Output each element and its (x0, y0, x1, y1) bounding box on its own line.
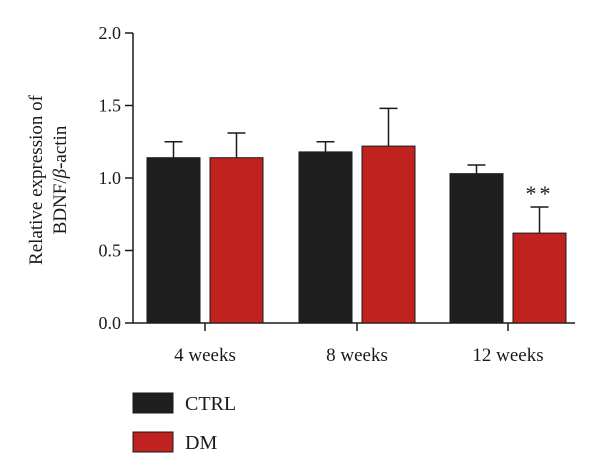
bar-dm-2 (361, 145, 416, 324)
legend-label-ctrl: CTRL (185, 393, 236, 415)
y-axis-label: Relative expression of BDNF/β-actin (26, 94, 71, 265)
x-tick-label: 4 weeks (174, 345, 236, 366)
y-tick-label: 0.0 (99, 313, 122, 333)
y-tick-label: 2.0 (99, 23, 122, 43)
legend-swatch-dm (132, 431, 174, 453)
legend: CTRL DM (132, 392, 236, 454)
bar-dm-3 (512, 232, 567, 324)
annotations: ** (526, 181, 554, 206)
x-tick-label: 12 weeks (472, 345, 543, 366)
y-tick-label: 0.5 (99, 241, 122, 261)
bar-dm-1 (209, 157, 264, 324)
bar-ctrl-2 (298, 151, 353, 324)
y-tick-label: 1.0 (99, 168, 122, 188)
bar-ctrl-3 (449, 173, 504, 324)
axes: 0.0 0.5 1.0 1.5 2.0 4 weeks 8 weeks 12 weeks (99, 23, 575, 366)
x-tick-label: 8 weeks (326, 345, 388, 366)
y-axis-label-line2: BDNF/β-actin (50, 125, 71, 234)
y-tick-label: 1.5 (99, 96, 122, 116)
significance-marker: ** (526, 181, 554, 206)
legend-label-dm: DM (185, 432, 217, 454)
bar-ctrl-1 (146, 157, 201, 324)
bars (146, 145, 567, 324)
error-bars (164, 107, 549, 234)
legend-swatch-ctrl (132, 392, 174, 414)
y-axis-label-line1: Relative expression of (26, 94, 47, 265)
